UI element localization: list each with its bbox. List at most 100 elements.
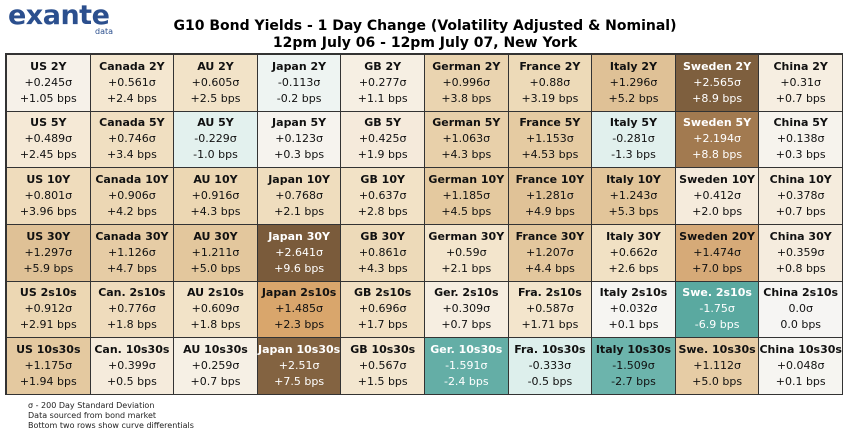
cell-bps: +0.7 bps bbox=[775, 91, 826, 105]
cell-label: Italy 10Y bbox=[606, 173, 661, 187]
logo-sub: data bbox=[95, 27, 114, 36]
cell-label: US 2Y bbox=[30, 59, 67, 73]
cell-label: German 30Y bbox=[428, 229, 505, 243]
cell-label: Italy 2s10s bbox=[599, 286, 668, 300]
cell-sigma: -0.333σ bbox=[528, 359, 572, 373]
cell-label: Swe. 2s10s bbox=[682, 286, 752, 300]
cell: Can. 10s30s +0.399σ +0.5 bps bbox=[89, 337, 175, 395]
cell: Italy 10s30s -1.509σ -2.7 bps bbox=[591, 337, 676, 395]
cell-label: GB 10Y bbox=[360, 173, 405, 187]
cell-bps: +4.4 bps bbox=[524, 261, 575, 275]
cell-bps: +2.4 bps bbox=[106, 91, 157, 105]
cell-label: Fra. 2s10s bbox=[518, 286, 582, 300]
cell-bps: +2.5 bps bbox=[190, 91, 241, 105]
cell: AU 10Y +0.916σ +4.3 bps bbox=[173, 167, 258, 225]
cell-label: Japan 10Y bbox=[268, 173, 330, 187]
cell-sigma: +0.567σ bbox=[358, 359, 407, 373]
cell-bps: +1.8 bps bbox=[190, 318, 241, 332]
cell-label: France 2Y bbox=[519, 59, 581, 73]
cell-bps: +3.96 bps bbox=[19, 205, 77, 219]
cell-sigma: +1.207σ bbox=[526, 245, 574, 259]
cell-bps: +2.45 bps bbox=[19, 148, 77, 162]
cell-sigma: +1.296σ bbox=[609, 75, 658, 89]
cell-bps: +1.5 bps bbox=[357, 375, 408, 389]
cell-sigma: +0.138σ bbox=[776, 132, 825, 146]
cell-label: China 10Y bbox=[769, 173, 832, 187]
cell-bps: +5.0 bps bbox=[692, 375, 743, 389]
cell-label: AU 30Y bbox=[193, 229, 238, 243]
cell-label: US 5Y bbox=[30, 116, 67, 130]
cell-bps: +0.8 bps bbox=[775, 261, 826, 275]
cell-sigma: +0.916σ bbox=[191, 189, 240, 203]
cell: US 30Y +1.297σ +5.9 bps bbox=[6, 224, 91, 282]
cell: Italy 30Y +0.662σ +2.6 bps bbox=[591, 224, 676, 282]
cell-sigma: +0.768σ bbox=[275, 189, 323, 203]
cell-label: Ger. 2s10s bbox=[434, 286, 499, 300]
cell-sigma: +0.359σ bbox=[776, 245, 825, 259]
cell-label: Japan 5Y bbox=[272, 116, 327, 130]
cell-bps: +2.1 bps bbox=[441, 261, 492, 275]
cell: China 30Y +0.359σ +0.8 bps bbox=[758, 224, 843, 282]
cell-sigma: -1.591σ bbox=[445, 359, 488, 373]
cell: Sweden 5Y +2.194σ +8.8 bps bbox=[674, 110, 760, 169]
cell-sigma: +2.51σ bbox=[278, 359, 320, 373]
cell-bps: +5.0 bps bbox=[190, 261, 241, 275]
cell-bps: +4.3 bps bbox=[357, 261, 408, 275]
cell-sigma: +2.565σ bbox=[693, 75, 741, 89]
note: σ - 200 Day Standard Deviation bbox=[28, 401, 155, 410]
cell-label: Can. 2s10s bbox=[98, 286, 166, 300]
cell-bps: +4.2 bps bbox=[106, 205, 157, 219]
cell-sigma: +0.59σ bbox=[445, 245, 487, 259]
cell: GB 2Y +0.277σ +1.1 bps bbox=[340, 54, 425, 112]
cell-sigma: +0.378σ bbox=[776, 189, 825, 203]
cell-sigma: +0.399σ bbox=[108, 359, 156, 373]
cell-sigma: -0.281σ bbox=[612, 132, 655, 146]
cell-label: Canada 10Y bbox=[95, 173, 169, 187]
cell-label: AU 2s10s bbox=[186, 286, 244, 300]
cell-bps: -0.5 bps bbox=[527, 375, 573, 389]
note: Data sourced from bond market bbox=[28, 411, 157, 420]
cell-sigma: +0.245σ bbox=[24, 75, 73, 89]
cell: US 10s30s +1.175σ +1.94 bps bbox=[6, 337, 91, 395]
cell-label: Italy 30Y bbox=[606, 229, 661, 243]
cell-label: AU 5Y bbox=[197, 116, 234, 130]
cell-bps: -2.7 bps bbox=[611, 375, 656, 389]
cell-label: Italy 2Y bbox=[609, 59, 658, 73]
cell-label: China 10s30s bbox=[759, 343, 842, 357]
cell-label: Japan 10s30s bbox=[258, 343, 341, 357]
cell-sigma: +0.605σ bbox=[191, 75, 240, 89]
cell-label: AU 10s30s bbox=[183, 343, 248, 357]
cell-label: France 5Y bbox=[519, 116, 581, 130]
cell-bps: +3.19 bps bbox=[521, 91, 579, 105]
cell-bps: +1.1 bps bbox=[357, 91, 408, 105]
cell-bps: +1.71 bps bbox=[521, 318, 579, 332]
cell: US 2Y +0.245σ +1.05 bps bbox=[6, 54, 91, 112]
cell: Canada 5Y +0.746σ +3.4 bps bbox=[89, 110, 175, 169]
cell-sigma: 0.0σ bbox=[788, 302, 813, 316]
cell: GB 10Y +0.637σ +2.8 bps bbox=[340, 167, 425, 225]
cell-label: US 30Y bbox=[26, 229, 71, 243]
cell-bps: +0.3 bps bbox=[775, 148, 826, 162]
cell-sigma: +2.641σ bbox=[275, 245, 323, 259]
cell-sigma: +0.912σ bbox=[24, 302, 73, 316]
cell-bps: +2.6 bps bbox=[608, 261, 659, 275]
cell-sigma: +0.88σ bbox=[529, 75, 571, 89]
note: Bottom two rows show curve differentials bbox=[28, 421, 194, 430]
cell-sigma: +0.123σ bbox=[275, 132, 323, 146]
cell-label: Fra. 10s30s bbox=[514, 343, 586, 357]
cell-label: China 2s10s bbox=[763, 286, 839, 300]
cell: GB 30Y +0.861σ +4.3 bps bbox=[340, 224, 425, 282]
cell-bps: +4.53 bps bbox=[521, 148, 579, 162]
cell: China 5Y +0.138σ +0.3 bps bbox=[758, 110, 843, 169]
cell-bps: +0.7 bps bbox=[775, 205, 826, 219]
cell: AU 2Y +0.605σ +2.5 bps bbox=[173, 54, 258, 112]
cell: Italy 10Y +1.243σ +5.3 bps bbox=[591, 167, 676, 225]
cell-bps: -1.3 bps bbox=[611, 148, 656, 162]
cell-bps: +0.1 bps bbox=[608, 318, 659, 332]
cell-sigma: -1.509σ bbox=[612, 359, 655, 373]
cell: Canada 2Y +0.561σ +2.4 bps bbox=[89, 54, 175, 112]
cell: Canada 10Y +0.906σ +4.2 bps bbox=[89, 167, 175, 225]
cell-bps: +4.7 bps bbox=[106, 261, 157, 275]
cell-bps: +8.8 bps bbox=[692, 148, 743, 162]
cell-label: Italy 10s30s bbox=[595, 343, 672, 357]
